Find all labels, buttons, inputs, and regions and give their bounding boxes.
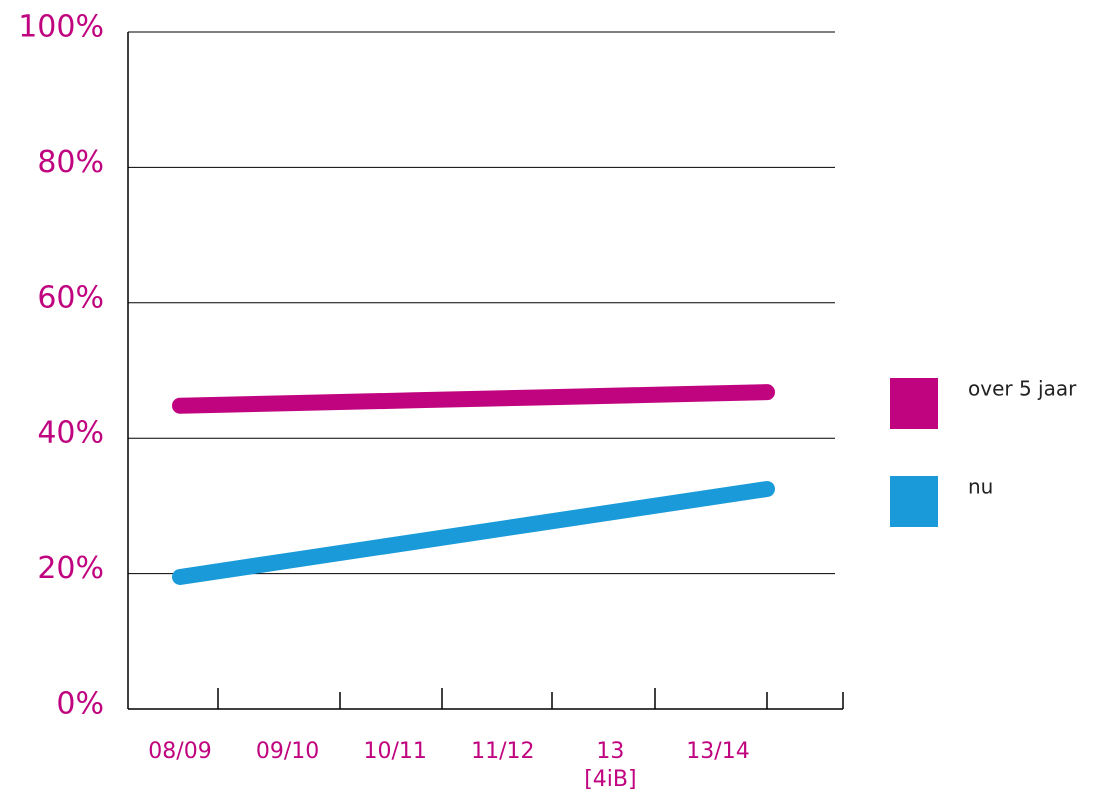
series-line — [172, 384, 775, 414]
x-tick-label: 13 [4iB] — [584, 739, 636, 792]
y-tick-label: 20% — [37, 551, 104, 586]
x-tick-label: 13/14 — [686, 739, 749, 764]
legend-swatch — [890, 476, 938, 527]
legend-swatch — [890, 378, 938, 429]
x-tick-label: 10/11 — [363, 739, 426, 764]
legend-label: over 5 jaar — [968, 377, 1077, 401]
x-tick-label: 11/12 — [471, 739, 534, 764]
y-tick-label: 0% — [56, 687, 104, 722]
legend-label: nu — [968, 475, 993, 499]
y-tick-label: 80% — [37, 145, 104, 180]
x-tick-label: 08/09 — [148, 739, 211, 764]
x-axis-ticks — [217, 688, 844, 709]
x-tick-label: 09/10 — [256, 739, 319, 764]
y-tick-label: 100% — [18, 10, 104, 45]
series-line — [172, 480, 775, 585]
y-tick-label: 40% — [37, 416, 104, 451]
y-tick-label: 60% — [37, 280, 104, 315]
